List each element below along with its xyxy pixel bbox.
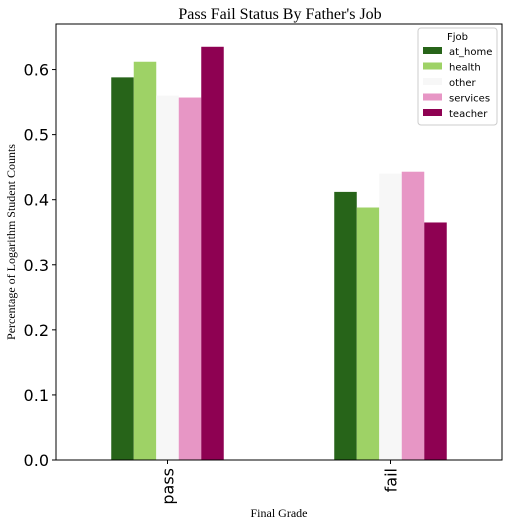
bar-other-pass [156,95,179,460]
x-tick-label-fail: fail [382,468,401,492]
y-tick-label: 0.3 [24,256,49,275]
legend-swatch-teacher [423,109,442,116]
y-axis-ticks: 0.0 0.1 0.2 0.3 0.4 0.5 0.6 [24,61,56,470]
legend-title: Fjob [447,32,468,43]
bar-health-fail [356,207,380,460]
legend-swatch-other [423,78,442,85]
y-tick-label: 0.2 [24,321,49,340]
y-tick-label: 0.0 [24,451,49,470]
bar-at_home-fail [334,191,357,461]
x-axis-ticks: pass fail [159,460,401,505]
y-tick-label: 0.4 [24,191,49,210]
legend-label-services: services [449,94,490,105]
y-tick-label: 0.1 [24,386,49,405]
plot-frame [55,23,503,461]
legend-label-other: other [449,78,477,89]
x-axis-label: Final Grade [251,506,308,520]
legend-swatch-health [423,62,442,70]
bar-other-fail [379,173,402,461]
y-tick-label: 0.5 [24,126,49,145]
y-tick-label: 0.6 [24,61,49,80]
bar-at_home-pass [111,77,134,460]
legend-label-health: health [449,63,481,74]
bar-services-fail [401,171,425,460]
bar-services-pass [178,97,202,460]
bar-teacher-fail [424,222,447,460]
chart-title: Pass Fail Status By Father's Job [178,6,381,23]
y-axis-label: Percentage of Logarithm Student Counts [4,144,18,340]
x-tick-label-pass: pass [159,468,178,505]
legend-label-teacher: teacher [449,109,488,120]
bar-teacher-pass [201,46,224,460]
bars-group [111,46,447,461]
legend-label-at_home: at_home [449,47,492,58]
bar-health-pass [133,61,157,460]
legend-swatch-at_home [423,47,442,54]
legend-swatch-services [423,93,442,101]
